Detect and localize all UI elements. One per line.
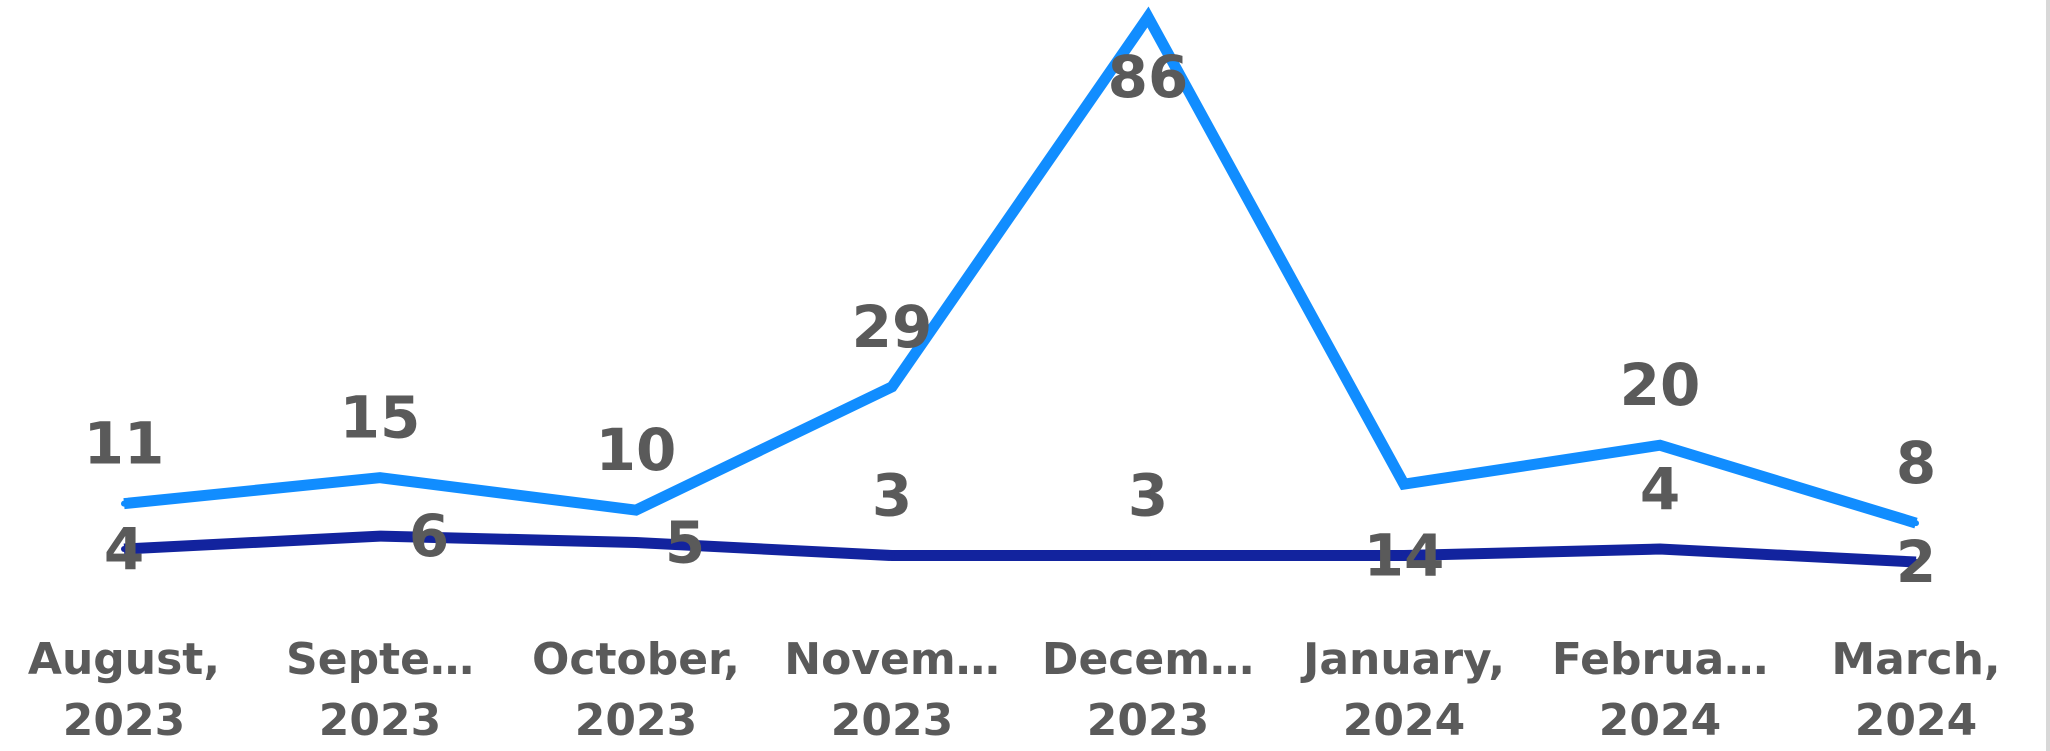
data-label-lower: 5 bbox=[665, 509, 705, 577]
data-labels: 11 15 10 29 86 20 8 4 6 5 3 3 14 4 2 bbox=[84, 43, 1937, 596]
series-1-point bbox=[633, 507, 639, 514]
x-tick-label: Novem… 2023 bbox=[784, 634, 999, 746]
right-border bbox=[2046, 0, 2050, 751]
data-label-upper: 15 bbox=[340, 384, 421, 452]
data-label-lower: 3 bbox=[872, 462, 912, 530]
series-2-point bbox=[1657, 546, 1663, 553]
series-2-point bbox=[377, 533, 383, 540]
series-1-point bbox=[889, 383, 895, 390]
data-label-lower: 4 bbox=[104, 515, 144, 583]
data-label-upper: 86 bbox=[1108, 43, 1189, 111]
data-label-lower: 4 bbox=[1640, 455, 1680, 523]
x-tick-label: March, 2024 bbox=[1831, 634, 2000, 746]
data-label-upper: 8 bbox=[1896, 429, 1936, 497]
series-1-point bbox=[121, 500, 127, 507]
series-2-point bbox=[1401, 552, 1407, 559]
series-2-point bbox=[121, 546, 127, 553]
x-tick-label: Decem… 2023 bbox=[1042, 634, 1254, 746]
data-label-lower: 6 bbox=[409, 502, 449, 570]
x-tick-label: Septe… 2023 bbox=[286, 634, 474, 746]
series-1-point bbox=[1913, 520, 1919, 527]
x-axis-tick-labels: August, 2023 Septe… 2023 October, 2023 Novem… 2… bbox=[28, 634, 2001, 746]
x-tick-label: January, 2024 bbox=[1300, 634, 1505, 746]
series-points bbox=[121, 14, 1919, 566]
data-label-lower: 14 bbox=[1364, 522, 1445, 590]
series-1-point bbox=[1145, 14, 1151, 20]
series-1-line bbox=[123, 6, 1918, 529]
series-lines bbox=[123, 6, 1918, 568]
series-1-point bbox=[1657, 442, 1663, 449]
series-2-line bbox=[123, 530, 1917, 568]
x-tick-label: Februa… 2024 bbox=[1552, 634, 1768, 746]
series-2-point bbox=[633, 539, 639, 546]
series-1-point bbox=[377, 474, 383, 481]
data-label-lower: 3 bbox=[1128, 462, 1168, 530]
series-2-point bbox=[1145, 552, 1151, 559]
series-2-point bbox=[1913, 559, 1919, 566]
data-label-lower: 2 bbox=[1896, 528, 1936, 596]
data-label-upper: 10 bbox=[596, 416, 677, 484]
data-label-upper: 29 bbox=[852, 293, 933, 361]
data-label-upper: 11 bbox=[84, 410, 165, 478]
data-label-upper: 20 bbox=[1620, 351, 1701, 419]
series-1-point bbox=[1401, 481, 1407, 488]
x-tick-label: October, 2023 bbox=[532, 634, 740, 746]
series-2-point bbox=[889, 552, 895, 559]
x-tick-label: August, 2023 bbox=[28, 634, 220, 746]
